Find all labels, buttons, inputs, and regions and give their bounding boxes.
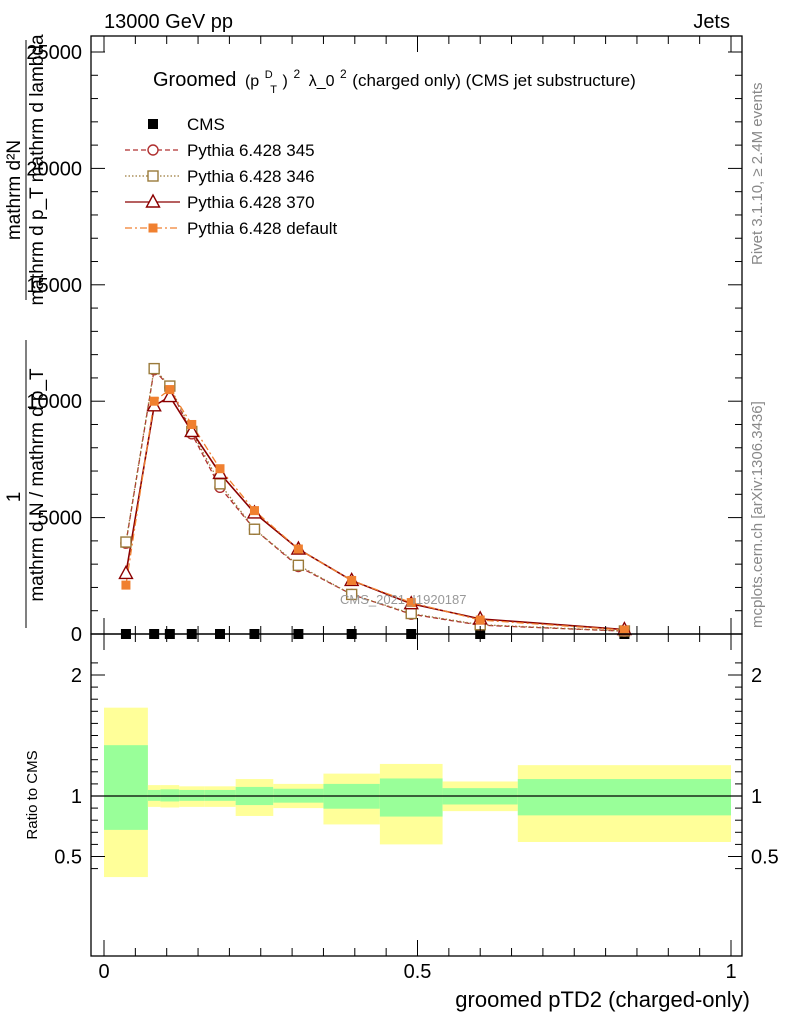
ratio-inner-band — [379, 778, 443, 817]
legend-marker-1 — [147, 144, 159, 156]
data-point-2-4 — [214, 478, 226, 490]
legend-label-2: Pythia 6.428 346 — [187, 167, 315, 186]
data-point-3-3 — [184, 422, 200, 438]
ratio-y-tick-label: 0.5 — [54, 847, 82, 869]
data-point-2-6 — [292, 559, 305, 572]
y-tick-label: 10000 — [26, 391, 82, 413]
legend-marker-2 — [147, 170, 159, 182]
legend-marker-3 — [145, 193, 161, 208]
data-point-2-8 — [405, 607, 417, 620]
svg-text:Groomed (p D: Groomed (p D T ) 2 λ_0 2 (charged only) … — [153, 61, 636, 98]
watermark: CMS_2021_I1920187 — [340, 592, 467, 607]
title-sup2b: 2 — [340, 67, 347, 81]
ylabel-frac-left-top: 1 — [4, 492, 25, 503]
legend-marker-0 — [148, 119, 158, 129]
y-tick-label: 0 — [71, 624, 82, 646]
plot-title: Groomed (p D T ) 2 λ_0 2 (charged only) … — [153, 61, 636, 98]
legend-label-1: Pythia 6.428 345 — [187, 141, 315, 160]
ratio-inner-band — [204, 789, 236, 801]
y-tick-label: 15000 — [26, 275, 82, 297]
ratio-axes: 0 0.5 1 0.5 0.5 1 1 2 2 — [54, 633, 779, 983]
category-label: Jets — [693, 11, 730, 33]
data-point-4-4 — [215, 464, 225, 474]
data-point-4-2 — [165, 385, 175, 395]
ratio-inner-band — [179, 789, 205, 801]
legend-label-3: Pythia 6.428 370 — [187, 193, 315, 212]
legend-label-4: Pythia 6.428 default — [187, 219, 338, 238]
ratio-y-tick-label: 1 — [71, 786, 82, 808]
legend-label-0: CMS — [187, 115, 225, 134]
series-line-1 — [125, 368, 625, 632]
ratio-inner-band — [147, 789, 161, 801]
ratio-inner-band — [160, 789, 180, 802]
data-point-4-7 — [347, 575, 357, 585]
y-tick-label: 20000 — [26, 158, 82, 180]
data-point-2-5 — [248, 523, 261, 535]
title-rest: (charged only) (CMS jet substructure) — [352, 71, 635, 90]
title-lambda: λ_0 — [309, 73, 335, 90]
ylabel-frac-left-bottom: mathrm d N / mathrm d p_T — [27, 368, 48, 602]
legend-marker-4 — [148, 223, 158, 233]
title-pt-close: ) — [283, 73, 288, 90]
ylabel-top: mathrm d²N — [4, 140, 25, 240]
ratio-y-tick-label-right: 0.5 — [751, 847, 779, 869]
data-point-2-0 — [120, 536, 132, 548]
ratio-inner-band — [104, 745, 148, 830]
data-point-4-8 — [406, 598, 416, 608]
title-sup2: 2 — [293, 67, 300, 81]
data-point-4-6 — [293, 544, 303, 554]
y-tick-label: 5000 — [38, 508, 83, 530]
y-tick-label: 25000 — [26, 42, 82, 64]
ratio-plot-area — [91, 707, 742, 878]
data-point-4-1 — [149, 396, 159, 406]
data-point-2-1 — [148, 362, 160, 375]
ratio-y-tick-label-right: 1 — [751, 786, 762, 808]
y-axis-label: 1 mathrm d N / mathrm d p_T mathrm d²N m… — [4, 34, 48, 628]
data-point-4-10 — [619, 625, 629, 635]
title-pt-sub: T — [270, 84, 277, 96]
energy-label: 13000 GeV pp — [104, 11, 233, 33]
main-axes: 0 5000 10000 15000 20000 25000 — [26, 35, 743, 646]
rivet-label: Rivet 3.1.10, ≥ 2.4M events — [749, 83, 766, 266]
ratio-inner-band — [517, 779, 731, 816]
mcplots-label: mcplots.cern.ch [arXiv:1306.3436] — [749, 401, 766, 628]
ratio-y-tick-label-right: 2 — [751, 665, 762, 687]
data-point-4-3 — [187, 419, 197, 429]
title-pt-sup: D — [265, 69, 273, 81]
ratio-y-tick-label: 2 — [71, 665, 82, 687]
data-point-3-0 — [118, 565, 134, 580]
x-tick-label: 1 — [725, 961, 736, 983]
data-point-4-9 — [475, 615, 485, 625]
legend: CMS Pythia 6.428 345 Pythia 6.428 346 Pythi… — [125, 115, 338, 238]
data-point-2-7 — [345, 588, 358, 601]
ylabel-bottom: mathrm d p_T mathrm d lambda — [27, 34, 48, 305]
data-point-3-2 — [162, 388, 178, 403]
ratio-ylabel: Ratio to CMS — [24, 750, 41, 839]
x-tick-label: 0.5 — [404, 961, 432, 983]
data-point-4-0 — [121, 580, 131, 590]
title-main: Groomed — [153, 69, 236, 91]
x-tick-label: 0 — [98, 961, 109, 983]
ratio-frame — [90, 633, 743, 957]
title-pt: (p — [245, 73, 259, 90]
x-axis-label: groomed pTD2 (charged-only) — [455, 987, 750, 1012]
series-line-4 — [125, 388, 625, 631]
data-point-4-5 — [249, 506, 259, 516]
